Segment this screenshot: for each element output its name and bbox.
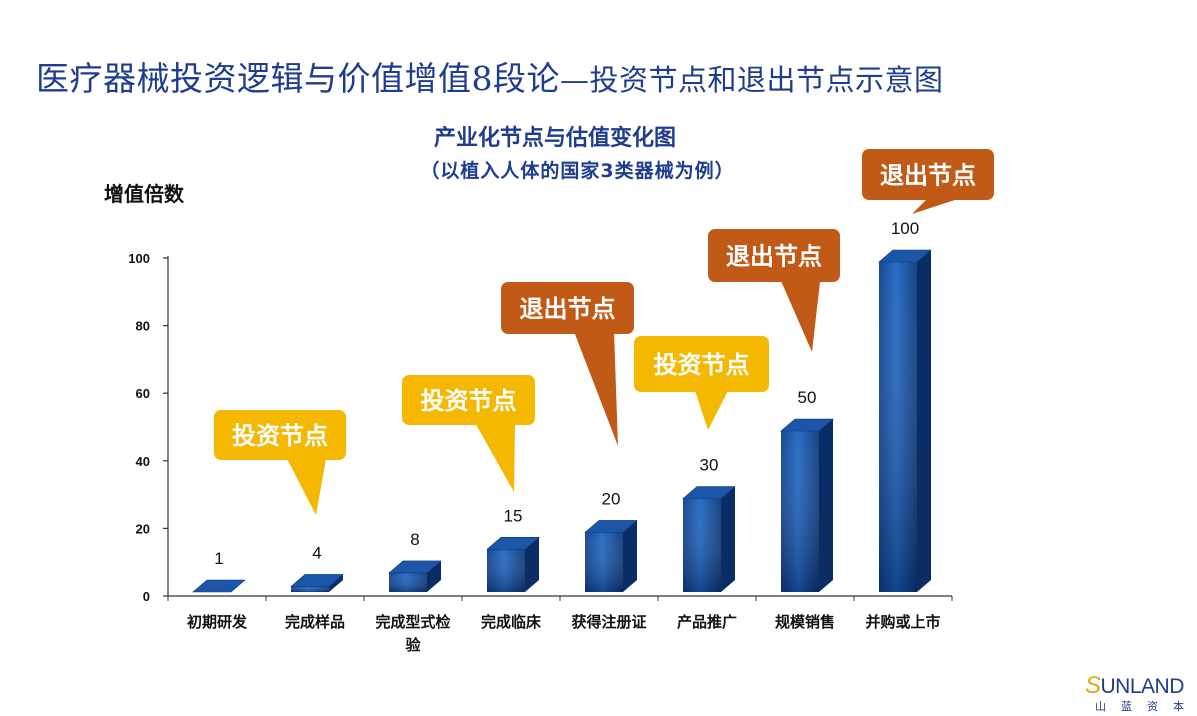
- y-tick-label: 0: [143, 589, 150, 604]
- sunland-logo: SUNLAND 山蓝资本: [1085, 672, 1193, 714]
- callout-label: 退出节点: [726, 243, 822, 271]
- bar-side: [329, 574, 343, 592]
- bar-top: [780, 418, 834, 432]
- callout-pointer: [286, 458, 327, 515]
- bar-top: [192, 579, 246, 593]
- bar-shade: [389, 572, 427, 593]
- x-tick-label: 验: [405, 636, 421, 654]
- data-label: 15: [504, 506, 523, 525]
- callout-pointer: [694, 390, 729, 430]
- callout-label: 投资节点: [654, 351, 750, 379]
- bar-top: [878, 249, 932, 263]
- bar-shade: [291, 586, 329, 593]
- data-label: 20: [602, 489, 621, 508]
- bar-side: [917, 250, 931, 592]
- data-label: 4: [312, 543, 321, 562]
- bar-side: [623, 520, 637, 592]
- data-label: 8: [410, 530, 419, 549]
- bar-top: [584, 520, 638, 533]
- y-tick-label: 80: [136, 319, 150, 334]
- callout-pointer: [912, 198, 961, 214]
- callout-box: [214, 410, 346, 460]
- x-tick-label: 规模销售: [775, 613, 835, 631]
- bar: 20: [584, 489, 638, 593]
- bar: 15: [486, 506, 540, 593]
- bar-top: [290, 574, 344, 587]
- exit-callout: 退出节点: [708, 229, 840, 352]
- callout-label: 退出节点: [880, 162, 976, 190]
- bar-top: [682, 486, 736, 499]
- bar: 4: [290, 543, 344, 593]
- chart-subtitle: （以植入人体的国家3类器械为例）: [420, 160, 735, 182]
- callout-label: 投资节点: [421, 387, 517, 415]
- bar-shade: [879, 262, 917, 593]
- data-label: 50: [798, 388, 817, 407]
- x-tick-label: 获得注册证: [571, 613, 646, 631]
- logo-wordmark: SUNLAND: [1085, 672, 1184, 699]
- bar: 50: [780, 388, 834, 593]
- exit-callout: 退出节点: [501, 282, 634, 446]
- bar: 1: [192, 549, 246, 593]
- callout-box: [862, 149, 994, 200]
- exit-callout: 退出节点: [862, 149, 994, 214]
- callout-box: [708, 229, 840, 282]
- bar-side: [721, 486, 735, 592]
- bar-shade: [683, 498, 721, 593]
- x-tick-label: 并购或上市: [865, 613, 940, 631]
- x-tick-label: 完成临床: [481, 613, 542, 631]
- callout-pointer: [780, 280, 821, 352]
- bar: 100: [878, 219, 932, 593]
- x-tick-label: 完成样品: [285, 613, 345, 631]
- data-label: 30: [700, 456, 719, 475]
- data-label: 1: [214, 549, 223, 568]
- y-tick-label: 100: [128, 251, 150, 266]
- callout-box: [402, 375, 535, 425]
- bar-top: [486, 536, 540, 550]
- y-tick-label: 20: [136, 521, 150, 536]
- bar-top: [388, 560, 442, 574]
- bar-side: [427, 560, 441, 592]
- callout-box: [501, 282, 634, 334]
- invest-callout: 投资节点: [402, 375, 535, 492]
- bar-shade: [487, 549, 525, 593]
- y-tick-label: 60: [136, 386, 150, 401]
- callout-box: [634, 336, 769, 392]
- x-tick-label: 产品推广: [677, 613, 737, 631]
- chart-title: 产业化节点与估值变化图: [433, 126, 676, 151]
- callout-label: 投资节点: [232, 422, 328, 450]
- invest-callout: 投资节点: [214, 410, 346, 515]
- callout-label: 退出节点: [520, 295, 616, 323]
- y-tick-label: 40: [136, 454, 150, 469]
- page-title: 医疗器械投资逻辑与价值增值8段论—投资节点和退出节点示意图: [36, 59, 944, 98]
- callout-pointer: [574, 332, 618, 446]
- data-label: 100: [891, 219, 919, 238]
- x-tick-label: 初期研发: [187, 613, 248, 631]
- logo-chinese: 山蓝资本: [1095, 700, 1197, 713]
- bar-shade: [585, 532, 623, 593]
- bar: 30: [682, 456, 736, 593]
- bar-side: [819, 419, 833, 592]
- x-tick-label: 完成型式检: [375, 613, 450, 631]
- invest-callout: 投资节点: [634, 336, 769, 430]
- y-axis-title: 增值倍数: [104, 182, 184, 206]
- bar-shade: [781, 431, 819, 593]
- callout-pointer: [475, 423, 516, 492]
- bar-side: [525, 537, 539, 592]
- bars: 1 4 8 15 20 30 50 100: [192, 219, 932, 593]
- bar: 8: [388, 530, 442, 593]
